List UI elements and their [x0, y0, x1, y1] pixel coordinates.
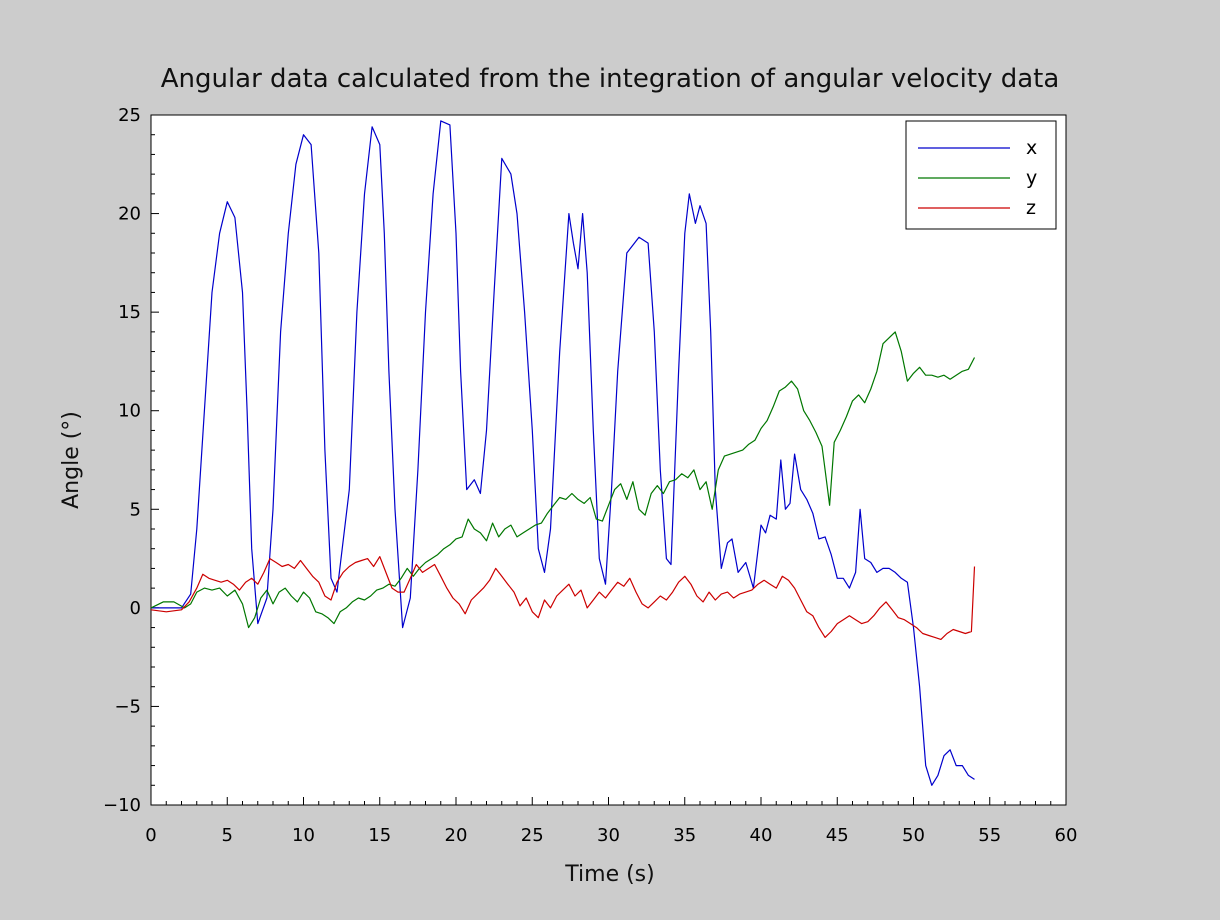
legend: xyz	[905, 120, 1057, 230]
x-tick-label: 30	[597, 825, 620, 846]
plot-area	[150, 114, 1067, 806]
x-tick-label: 0	[145, 825, 156, 846]
x-axis-label: Time (s)	[564, 862, 654, 887]
y-tick-label: 10	[118, 401, 141, 422]
axis-ticks	[150, 114, 1067, 806]
y-tick-label: −5	[114, 696, 141, 717]
x-tick-label: 50	[902, 825, 925, 846]
x-tick-label: 35	[673, 825, 696, 846]
series-line-z	[150, 556, 976, 640]
series-line-x	[151, 120, 975, 786]
legend-label-z: z	[1026, 197, 1036, 219]
y-tick-label: 0	[130, 598, 141, 619]
legend-box	[905, 120, 1057, 230]
y-tick-label: −10	[103, 795, 141, 816]
y-tick-label: 15	[118, 302, 141, 323]
axis-tick-labels: 0 5 10 15 20 25 30 35 40 45 50 55 60 −10 −5 0 5 10 15 20 25	[103, 105, 1077, 846]
y-tick-label: 5	[130, 499, 141, 520]
x-tick-label: 40	[750, 825, 773, 846]
x-tick-label: 5	[222, 825, 233, 846]
x-tick-label: 10	[292, 825, 315, 846]
y-tick-label: 25	[118, 105, 141, 126]
x-tick-label: 20	[445, 825, 468, 846]
x-tick-label: 60	[1055, 825, 1078, 846]
legend-label-x: x	[1026, 137, 1037, 159]
series-lines	[150, 120, 976, 786]
x-tick-label: 15	[368, 825, 391, 846]
series-line-y	[150, 331, 976, 629]
x-tick-label: 25	[521, 825, 544, 846]
legend-label-y: y	[1026, 167, 1037, 189]
y-tick-label: 20	[118, 204, 141, 225]
x-tick-label: 45	[826, 825, 849, 846]
y-axis-label: Angle (°)	[59, 411, 84, 509]
x-tick-label: 55	[978, 825, 1001, 846]
chart-title: Angular data calculated from the integra…	[161, 64, 1060, 94]
